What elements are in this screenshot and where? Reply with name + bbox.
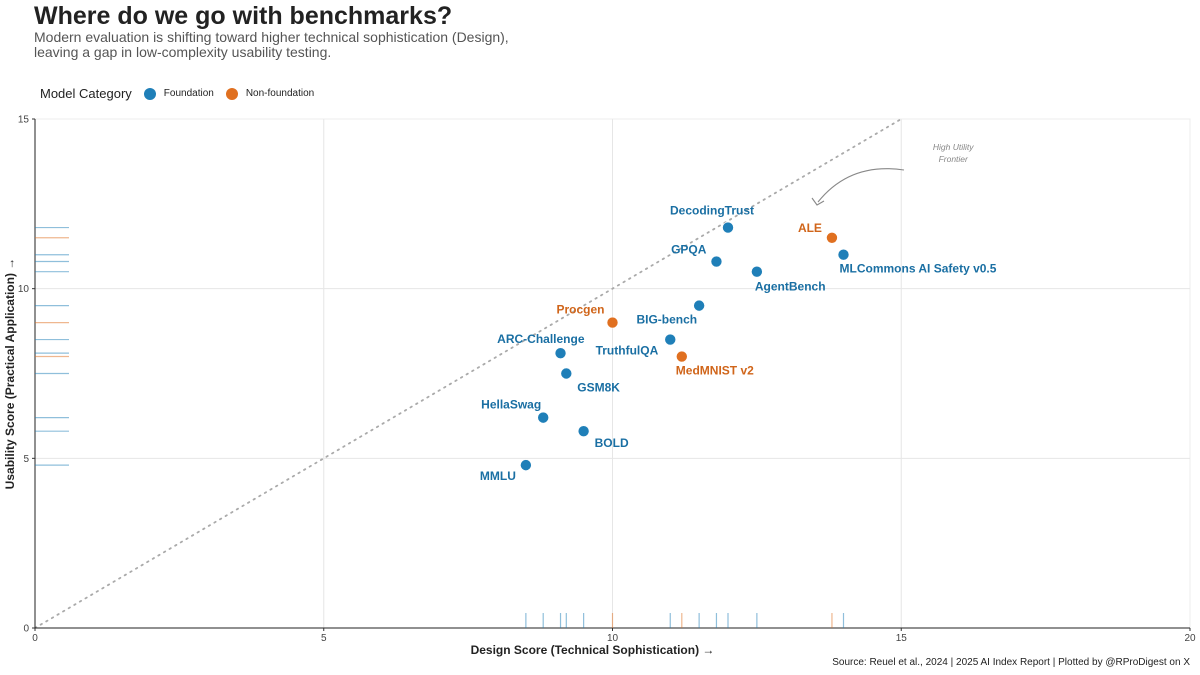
y-tick-label: 15 xyxy=(18,115,30,126)
legend-item-non-foundation: Non-foundation xyxy=(225,87,315,100)
point-label-decodingtrust: DecodingTrust xyxy=(670,204,754,218)
x-tick-label: 5 xyxy=(321,633,327,644)
point-label-agentbench: AgentBench xyxy=(755,280,826,294)
legend: Model Category Foundation Non-foundation xyxy=(40,86,326,101)
chart-title: Where do we go with benchmarks? xyxy=(34,2,453,30)
y-tick-label: 0 xyxy=(23,624,29,635)
point-label-ale: ALE xyxy=(798,221,822,235)
x-axis-title: Design Score (Technical Sophistication) … xyxy=(471,643,715,657)
point-label-mlcommons-ai-safety-v0-5: MLCommons AI Safety v0.5 xyxy=(840,262,997,276)
legend-marker-foundation xyxy=(143,87,156,100)
annotation-text: Frontier xyxy=(939,154,969,164)
legend-title: Model Category xyxy=(40,86,132,101)
y-tick-label: 10 xyxy=(18,284,30,295)
legend-label-non-foundation: Non-foundation xyxy=(245,88,315,99)
x-tick-label: 20 xyxy=(1184,633,1196,644)
annotation-arrowhead xyxy=(811,197,825,206)
point-medmnist-v2 xyxy=(675,350,688,363)
point-label-bold: BOLD xyxy=(595,436,629,450)
reference-line xyxy=(34,118,903,629)
legend-label-foundation: Foundation xyxy=(163,88,214,99)
point-label-truthfulqa: TruthfulQA xyxy=(596,344,659,358)
point-mmlu xyxy=(520,459,532,471)
point-big-bench xyxy=(693,299,705,312)
legend-marker-non-foundation xyxy=(225,87,238,100)
x-tick-label: 15 xyxy=(896,633,908,644)
point-label-medmnist-v2: MedMNIST v2 xyxy=(676,364,754,378)
point-hellaswag xyxy=(537,411,550,424)
point-decodingtrust xyxy=(722,221,734,234)
y-axis-title: Usability Score (Practical Application) … xyxy=(3,258,17,490)
x-tick-label: 0 xyxy=(32,633,38,644)
point-truthfulqa xyxy=(664,333,677,346)
point-agentbench xyxy=(751,265,763,278)
point-label-arc-challenge: ARC-Challenge xyxy=(497,332,585,346)
point-label-hellaswag: HellaSwag xyxy=(481,398,541,412)
point-ale xyxy=(826,231,838,244)
point-label-big-bench: BIG-bench xyxy=(636,313,697,327)
point-mlcommons-ai-safety-v0-5 xyxy=(837,248,850,261)
point-label-mmlu: MMLU xyxy=(480,469,516,483)
point-label-gsm8k: GSM8K xyxy=(577,381,620,395)
annotation-arrow xyxy=(817,168,905,203)
point-label-procgen: Procgen xyxy=(556,303,604,317)
chart-subtitle: Modern evaluation is shifting toward hig… xyxy=(34,29,509,60)
legend-item-foundation: Foundation xyxy=(143,87,214,100)
point-label-gpqa: GPQA xyxy=(671,243,707,257)
annotation-text: High Utility xyxy=(933,142,974,152)
x-tick-label: 10 xyxy=(607,633,619,644)
source-note: Source: Reuel et al., 2024 | 2025 AI Ind… xyxy=(832,657,1190,668)
point-bold xyxy=(577,425,590,437)
y-tick-label: 5 xyxy=(23,454,29,465)
point-gpqa xyxy=(710,255,723,268)
point-arc-challenge xyxy=(554,347,567,359)
point-procgen xyxy=(606,316,619,329)
point-gsm8k xyxy=(560,367,573,380)
